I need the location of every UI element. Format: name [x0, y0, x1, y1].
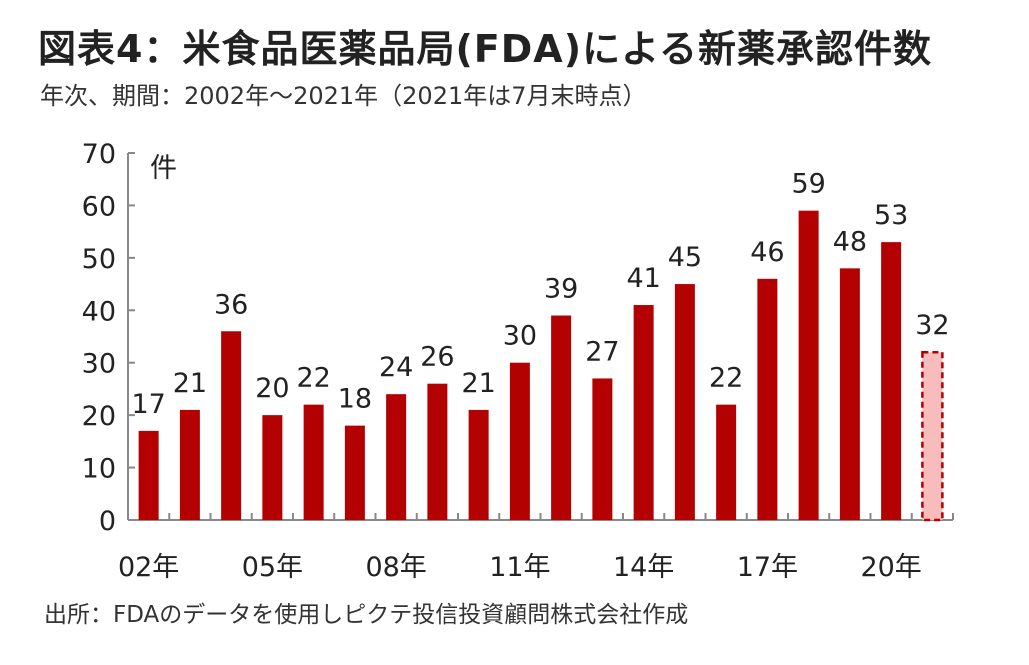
x-tick-label: 02年	[118, 552, 179, 583]
bar	[798, 210, 819, 520]
data-label: 30	[503, 321, 537, 352]
bar	[468, 409, 489, 520]
source-note: 出所：FDAのデータを使用しピクテ投信投資顧問株式会社作成	[44, 602, 689, 628]
data-label: 22	[296, 363, 330, 394]
bar	[138, 430, 159, 520]
data-label: 24	[379, 352, 413, 383]
bar	[551, 315, 572, 520]
data-label: 36	[214, 289, 248, 320]
bar	[509, 362, 530, 520]
data-label: 27	[585, 336, 619, 367]
data-label: 46	[750, 237, 784, 268]
bar	[179, 409, 200, 520]
bar	[633, 305, 654, 520]
bar	[386, 394, 407, 520]
data-label: 53	[874, 200, 908, 231]
y-tick-label: 0	[99, 506, 116, 537]
x-tick-label: 17年	[737, 552, 798, 583]
data-label: 45	[668, 242, 702, 273]
data-label: 26	[420, 342, 454, 373]
y-tick-label: 50	[82, 244, 116, 275]
bar	[839, 268, 860, 520]
data-label: 21	[461, 368, 495, 399]
data-label: 21	[173, 368, 207, 399]
data-label: 59	[791, 169, 825, 200]
y-tick-label: 40	[82, 296, 116, 327]
bar	[592, 378, 613, 520]
data-label: 48	[833, 226, 867, 257]
bar	[303, 404, 324, 520]
y-tick-label: 70	[82, 139, 116, 170]
data-label: 20	[255, 373, 289, 404]
x-tick-label: 20年	[860, 552, 921, 583]
x-tick-label: 14年	[613, 552, 674, 583]
x-tick-label: 11年	[489, 552, 550, 583]
y-tick-label: 60	[82, 191, 116, 222]
data-label: 41	[626, 263, 660, 294]
y-tick-label: 30	[82, 349, 116, 380]
data-label: 18	[338, 384, 372, 415]
chart-subtitle: 年次、期間：2002年～2021年（2021年は7月末時点）	[40, 82, 647, 110]
bar	[427, 383, 448, 520]
data-label: 39	[544, 274, 578, 305]
bar	[262, 415, 283, 520]
x-tick-label: 05年	[242, 552, 303, 583]
bar	[674, 284, 695, 520]
x-tick-label: 08年	[365, 552, 426, 583]
data-label: 22	[709, 363, 743, 394]
bar-partial	[921, 350, 944, 522]
y-tick-label: 20	[82, 401, 116, 432]
data-label: 17	[131, 389, 165, 420]
y-axis-unit-label: 件	[150, 153, 177, 184]
bar	[221, 331, 242, 520]
bar	[716, 404, 737, 520]
bar	[881, 242, 902, 520]
bar	[344, 425, 365, 520]
y-tick-label: 10	[82, 454, 116, 485]
data-label: 32	[915, 310, 949, 341]
bar	[757, 278, 778, 520]
chart-title: 図表4：米食品医薬品局(FDA)による新薬承認件数	[38, 27, 932, 71]
